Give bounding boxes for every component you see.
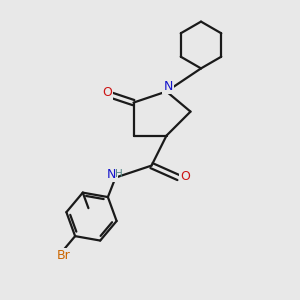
Text: O: O bbox=[103, 86, 112, 99]
Text: H: H bbox=[115, 169, 122, 179]
Text: O: O bbox=[180, 169, 190, 183]
Text: N: N bbox=[107, 167, 117, 181]
Text: Br: Br bbox=[57, 249, 71, 262]
Text: N: N bbox=[163, 80, 173, 94]
